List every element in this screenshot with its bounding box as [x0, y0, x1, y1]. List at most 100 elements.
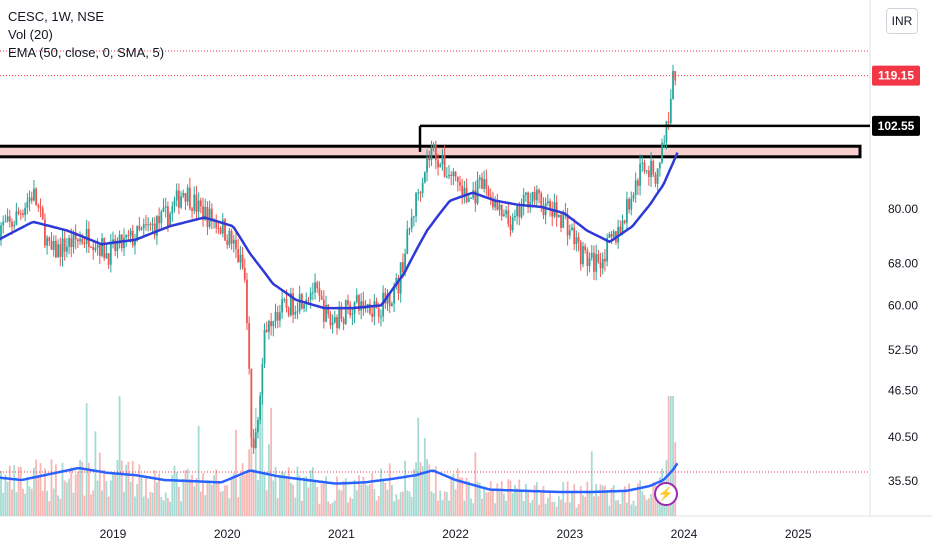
volume-bar: [636, 483, 639, 516]
candle-body: [68, 238, 70, 247]
volume-bar: [503, 493, 505, 516]
volume-bar: [358, 475, 360, 516]
volume-bar: [72, 492, 75, 516]
candle-body: [417, 192, 420, 194]
candle-body: [445, 176, 448, 178]
volume-bar: [70, 467, 73, 516]
candle-body: [410, 217, 413, 229]
volume-bar: [476, 481, 479, 516]
candle-body: [560, 214, 562, 228]
candle-body: [33, 188, 35, 201]
volume-bar: [26, 477, 29, 516]
volume-bar: [81, 461, 84, 516]
candle-body: [377, 308, 380, 317]
candle-body: [254, 432, 257, 449]
volume-bar: [601, 485, 604, 516]
volume-bar: [481, 498, 483, 516]
volume-bar: [384, 482, 387, 516]
candle-body: [428, 157, 431, 161]
candle-body: [397, 277, 400, 294]
candle-body: [307, 299, 310, 301]
legend-symbol[interactable]: CESC, 1W, NSE: [8, 9, 105, 24]
volume-bar: [171, 474, 174, 516]
candle-body: [74, 232, 77, 240]
volume-bar: [437, 500, 439, 516]
candle-body: [246, 279, 248, 324]
candle-body: [467, 198, 470, 202]
volume-bar: [254, 407, 257, 516]
volume-bar: [140, 474, 143, 516]
currency-button[interactable]: INR: [886, 8, 918, 34]
volume-bar: [239, 476, 242, 516]
volume-bar: [419, 462, 422, 516]
volume-bar: [285, 479, 288, 516]
candle-body: [518, 206, 521, 218]
lightning-bolt-icon[interactable]: ⚡: [654, 482, 678, 506]
resistance-zone[interactable]: [0, 144, 862, 159]
volume-bar: [147, 498, 150, 516]
candle-body: [153, 223, 156, 236]
volume-bar: [391, 484, 393, 516]
volume-bar: [322, 483, 325, 516]
candle-body: [11, 221, 13, 227]
candle-body: [342, 318, 345, 324]
volume-bar: [347, 502, 349, 516]
volume-bar: [318, 503, 321, 516]
volume-bar: [369, 483, 371, 516]
volume-bar: [439, 490, 442, 516]
candle-body: [138, 225, 141, 230]
volume-bar: [577, 504, 580, 516]
candle-body: [145, 224, 147, 226]
price-axis[interactable]: 35.50 40.50 46.50 52.50 60.00 68.00 80.00: [888, 202, 918, 488]
candle-body: [643, 162, 646, 171]
candle-body: [459, 181, 461, 186]
volume-bar: [153, 470, 156, 516]
volume-bar: [300, 500, 303, 516]
volume-bar: [327, 501, 330, 516]
volume-bar: [160, 497, 163, 516]
candle-body: [601, 258, 604, 269]
candle-body: [243, 267, 246, 280]
volume-bar: [149, 491, 152, 516]
volume-bar: [175, 472, 178, 516]
volume-bar: [184, 470, 187, 516]
volume-bar: [610, 488, 613, 516]
legend-ema[interactable]: EMA (50, close, 0, SMA, 5): [8, 45, 165, 60]
volume-bar: [123, 491, 125, 516]
price-tick-label: 52.50: [888, 343, 918, 357]
volume-bar: [362, 477, 365, 516]
volume-bar: [87, 462, 90, 516]
volume-bar: [114, 474, 117, 516]
chart-legend: CESC, 1W, NSE Vol (20) EMA (50, close, 0…: [8, 8, 164, 62]
candle-body: [232, 239, 235, 244]
candle-body: [599, 262, 602, 269]
volume-bar: [94, 431, 97, 516]
volume-bar: [470, 498, 472, 516]
candle-body: [219, 228, 222, 234]
candle-body: [197, 200, 200, 212]
candle-body: [202, 206, 204, 221]
candle-body: [39, 207, 42, 209]
candle-body: [265, 329, 268, 332]
candle-body: [496, 201, 499, 210]
candle-body: [114, 239, 117, 251]
volume-bar: [459, 477, 461, 516]
candle-body: [237, 248, 240, 263]
candle-body: [606, 237, 609, 262]
candle-body: [509, 224, 512, 231]
time-axis[interactable]: 2019 2020 2021 2022 2023 2024 2025: [100, 527, 812, 541]
volume-bar: [588, 491, 591, 516]
legend-volume[interactable]: Vol (20): [8, 27, 53, 42]
candle-body: [551, 210, 554, 217]
candle-body: [503, 214, 505, 217]
candle-body: [131, 230, 134, 246]
volume-bar: [560, 499, 562, 516]
volume-bar: [96, 480, 99, 516]
candle-body: [98, 244, 101, 256]
candle-body: [571, 227, 573, 231]
volume-bar: [382, 478, 385, 516]
price-tick-label: 40.50: [888, 430, 918, 444]
volume-bar: [531, 499, 534, 516]
volume-bar: [206, 480, 209, 516]
